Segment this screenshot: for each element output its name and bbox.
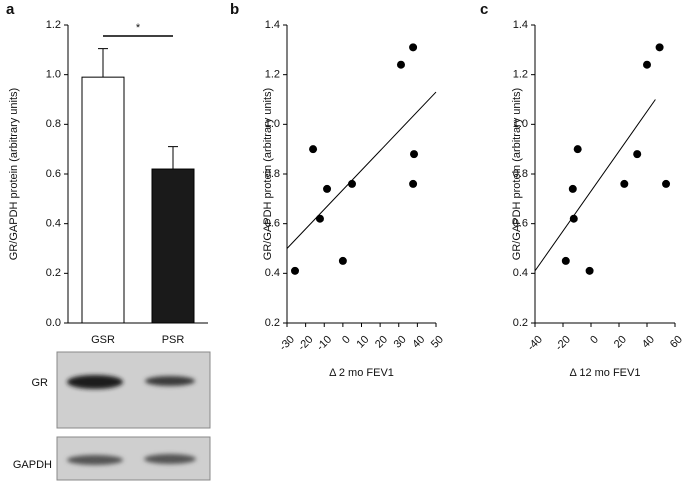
y-tick-label: 0.8 bbox=[46, 118, 61, 130]
point bbox=[655, 43, 664, 52]
point bbox=[396, 60, 405, 69]
blot-band bbox=[144, 454, 196, 464]
point bbox=[573, 145, 582, 154]
y-tick-label: 1.0 bbox=[265, 118, 280, 130]
y-axis-label: GR/GAPDH protein (arbitrary units) bbox=[8, 88, 20, 260]
x-tick-label: 0 bbox=[340, 334, 353, 347]
y-tick-label: 0.2 bbox=[513, 317, 528, 329]
y-tick-label: 0.6 bbox=[265, 218, 280, 230]
x-tick-label: -20 bbox=[296, 334, 316, 354]
point bbox=[568, 184, 577, 193]
point bbox=[620, 179, 629, 188]
y-tick-label: 0.2 bbox=[265, 317, 280, 329]
x-tick-label: -10 bbox=[315, 334, 335, 354]
panel-letter: b bbox=[230, 1, 239, 18]
y-tick-label: 0.0 bbox=[46, 317, 61, 329]
x-tick-label: -30 bbox=[277, 334, 297, 354]
x-axis-label: Δ 12 mo FEV1 bbox=[570, 367, 641, 379]
point bbox=[323, 184, 332, 193]
x-tick-label: 40 bbox=[410, 334, 427, 351]
bar bbox=[151, 168, 195, 324]
point bbox=[309, 145, 318, 154]
x-tick-label: GSR bbox=[91, 334, 115, 346]
y-tick-label: 0.4 bbox=[513, 267, 528, 279]
trend-line bbox=[534, 99, 656, 272]
point bbox=[561, 256, 570, 265]
y-axis-label: GR/GAPDH protein (arbitrary units) bbox=[262, 88, 274, 260]
x-tick-label: 60 bbox=[668, 334, 685, 351]
y-tick-label: 0.4 bbox=[265, 267, 280, 279]
y-tick-label: 1.0 bbox=[46, 69, 61, 81]
x-axis-label: Δ 2 mo FEV1 bbox=[329, 367, 394, 379]
error-bar bbox=[98, 48, 108, 78]
point bbox=[291, 266, 300, 275]
blot-band bbox=[67, 455, 123, 465]
y-tick-label: 1.2 bbox=[46, 19, 61, 31]
x-tick-label: 20 bbox=[373, 334, 390, 351]
point bbox=[348, 179, 357, 188]
x-tick-label: 40 bbox=[640, 334, 657, 351]
panel-letter: c bbox=[480, 1, 488, 18]
x-tick-label: -20 bbox=[553, 334, 573, 354]
panel-letter: a bbox=[6, 1, 15, 18]
point bbox=[662, 179, 671, 188]
point bbox=[315, 214, 324, 223]
y-tick-label: 0.6 bbox=[46, 168, 61, 180]
y-tick-label: 1.0 bbox=[513, 118, 528, 130]
bar bbox=[81, 76, 125, 324]
point bbox=[569, 214, 578, 223]
y-tick-label: 0.8 bbox=[265, 168, 280, 180]
blot-label: GR bbox=[32, 377, 49, 389]
point bbox=[409, 179, 418, 188]
x-tick-label: 30 bbox=[392, 334, 409, 351]
y-tick-label: 1.4 bbox=[513, 19, 528, 31]
x-tick-label: 0 bbox=[588, 334, 601, 347]
x-tick-label: 20 bbox=[612, 334, 629, 351]
point bbox=[643, 60, 651, 69]
blot-gr bbox=[56, 351, 211, 429]
y-tick-label: 0.8 bbox=[513, 168, 528, 180]
point bbox=[633, 150, 642, 159]
point bbox=[410, 150, 419, 159]
error-bar bbox=[168, 146, 178, 170]
x-tick-label: 50 bbox=[429, 334, 446, 351]
y-tick-label: 0.6 bbox=[513, 218, 528, 230]
x-tick-label: -40 bbox=[525, 334, 545, 354]
trend-line bbox=[286, 91, 437, 249]
blot-label: GAPDH bbox=[13, 459, 52, 471]
y-axis-label: GR/GAPDH protein (arbitrary units) bbox=[511, 88, 523, 260]
point bbox=[585, 266, 594, 275]
x-tick-label: PSR bbox=[162, 334, 185, 346]
y-tick-label: 0.2 bbox=[46, 267, 61, 279]
annotation: * bbox=[136, 22, 141, 34]
y-tick-label: 1.4 bbox=[265, 19, 280, 31]
point bbox=[338, 256, 347, 265]
blot-band bbox=[145, 376, 195, 386]
y-tick-label: 1.2 bbox=[265, 69, 280, 81]
blot-band bbox=[67, 375, 123, 389]
x-tick-label: 10 bbox=[354, 334, 371, 351]
point bbox=[409, 43, 418, 52]
y-tick-label: 0.4 bbox=[46, 218, 61, 230]
y-tick-label: 1.2 bbox=[513, 69, 528, 81]
